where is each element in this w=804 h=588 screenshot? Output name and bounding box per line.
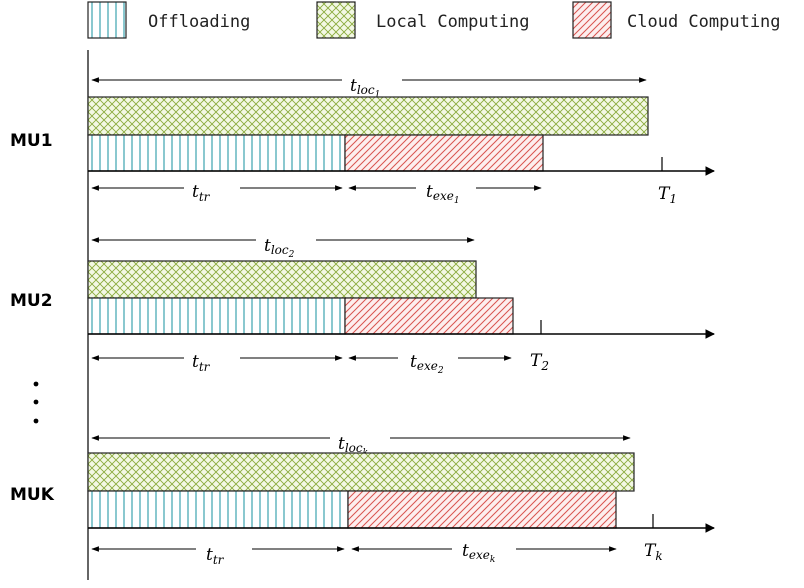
ellipsis-dot bbox=[33, 418, 39, 424]
mu1-texe-label: texe1 bbox=[426, 182, 460, 206]
mu1-group: MU1 tloc1 ttr texe1 T1 bbox=[10, 66, 715, 206]
muk-cloud-bar bbox=[347, 490, 617, 529]
muk-offload-bar bbox=[87, 490, 349, 529]
legend-local-swatch bbox=[316, 1, 356, 39]
mu2-label: MU2 bbox=[10, 291, 53, 311]
mu2-cloud-bar bbox=[344, 297, 514, 335]
mu1-cloud-bar bbox=[344, 134, 544, 172]
mu2-local-bar bbox=[87, 260, 477, 299]
mu1-ttr-label: ttr bbox=[192, 182, 211, 204]
legend: Offloading Local Computing Cloud Computi… bbox=[87, 1, 781, 39]
mu2-offload-bar bbox=[87, 297, 346, 335]
mu1-tloc-label: tloc1 bbox=[350, 76, 380, 100]
legend-offloading-swatch bbox=[87, 1, 127, 39]
muk-label: MUK bbox=[10, 485, 55, 505]
mu1-local-bar bbox=[87, 96, 649, 136]
legend-offloading-label: Offloading bbox=[148, 12, 250, 32]
muk-local-bar bbox=[87, 452, 635, 492]
mu2-tloc-label: tloc2 bbox=[264, 236, 295, 260]
ellipsis-dot bbox=[33, 399, 39, 405]
muk-texe-label: texek bbox=[462, 541, 495, 565]
mu1-offload-bar bbox=[87, 134, 346, 172]
ellipsis-dots bbox=[33, 381, 39, 424]
legend-local-label: Local Computing bbox=[376, 12, 530, 32]
mu2-ttr-label: ttr bbox=[192, 352, 211, 374]
muk-deadline-label: Tk bbox=[644, 541, 663, 563]
mu1-label: MU1 bbox=[10, 131, 53, 151]
mu2-deadline-label: T2 bbox=[530, 351, 549, 373]
ellipsis-dot bbox=[33, 381, 39, 387]
mu1-deadline-label: T1 bbox=[658, 184, 677, 206]
muk-group: MUK tlock ttr texek Tk bbox=[10, 426, 715, 567]
muk-ttr-label: ttr bbox=[206, 545, 225, 567]
mu2-group: MU2 tloc2 ttr texe2 T2 bbox=[10, 228, 715, 376]
mu2-texe-label: texe2 bbox=[410, 352, 444, 376]
legend-cloud-label: Cloud Computing bbox=[627, 12, 781, 32]
legend-cloud-swatch bbox=[572, 1, 612, 39]
